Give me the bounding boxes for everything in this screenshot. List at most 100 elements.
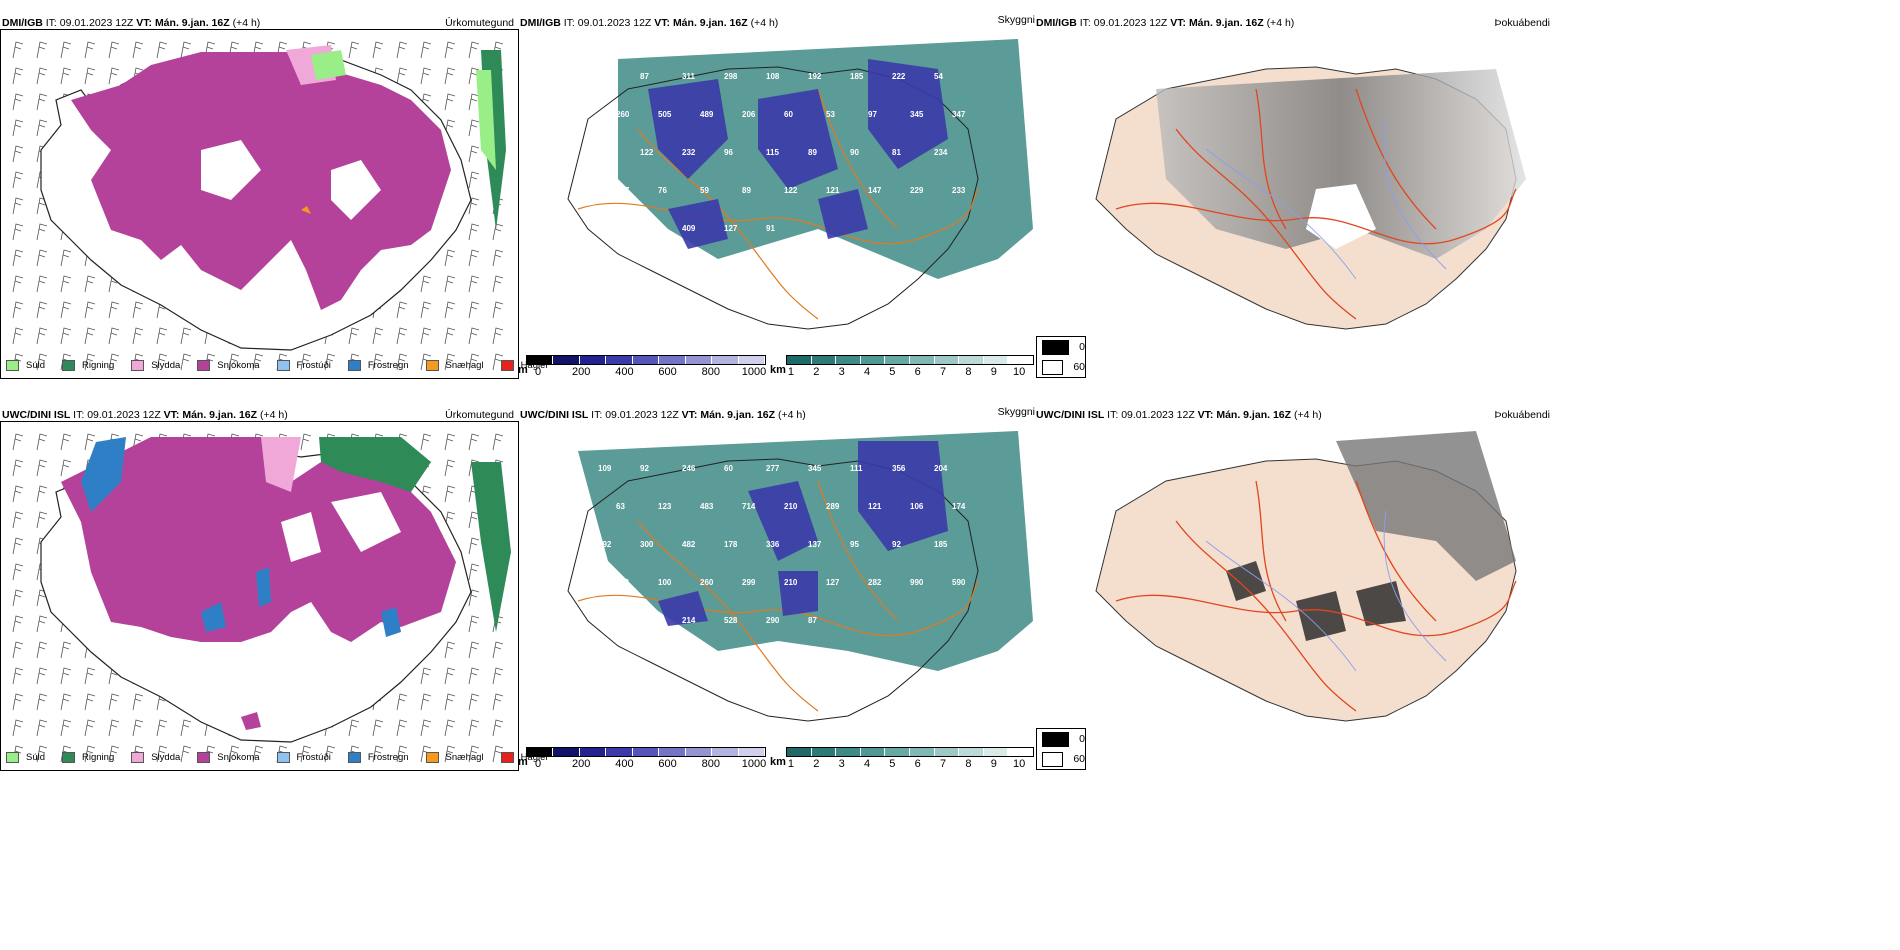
panel-subtitle: Þokuábendi bbox=[1494, 409, 1550, 421]
wind-barb bbox=[36, 119, 48, 137]
wind-barb bbox=[12, 485, 24, 503]
vt-label: VT: bbox=[654, 17, 671, 29]
wind-barb bbox=[468, 511, 480, 529]
wind-barb bbox=[468, 197, 480, 215]
visibility-label: 54 bbox=[934, 72, 943, 81]
wind-barb bbox=[156, 353, 168, 371]
wind-barb bbox=[36, 41, 48, 59]
legend-swatch bbox=[62, 752, 76, 763]
wind-barb bbox=[36, 327, 48, 345]
wind-barb bbox=[468, 93, 480, 111]
wind-barb bbox=[444, 667, 456, 685]
wind-barb bbox=[108, 745, 120, 763]
colorbar-cell bbox=[787, 356, 812, 364]
wind-barb bbox=[468, 641, 480, 659]
fog-map bbox=[1056, 421, 1556, 746]
colorbar-ticks: 1 2 3 4 5 6 7 8 9 10 bbox=[786, 365, 1034, 379]
wind-barb bbox=[156, 745, 168, 763]
wind-barb bbox=[420, 301, 432, 319]
wind-barb bbox=[492, 223, 504, 241]
colorbar-cell bbox=[527, 748, 554, 756]
wind-barb bbox=[132, 301, 144, 319]
wind-barb bbox=[420, 719, 432, 737]
cloud-panel-bottom: UWC/DINI ISL IT: 09.01.2023 12Z VT: Mán.… bbox=[518, 404, 1035, 774]
colorbar-cell bbox=[712, 748, 739, 756]
colorbar-cell bbox=[553, 356, 580, 364]
colorbar-tick-label: 5 bbox=[889, 758, 896, 770]
wind-barb bbox=[372, 719, 384, 737]
colorbar-cell bbox=[659, 748, 686, 756]
legend-label: Rigning bbox=[82, 752, 115, 763]
wind-barb bbox=[492, 693, 504, 711]
precip-map-svg bbox=[12, 433, 511, 763]
wind-barb bbox=[36, 615, 48, 633]
wind-barb bbox=[156, 719, 168, 737]
visibility-label: 111 bbox=[850, 464, 863, 473]
colorbar-cell bbox=[685, 748, 713, 756]
colorbar-cell bbox=[934, 356, 960, 364]
cloud-map-svg: 81 87 311 298 108 192 185 222 54 260 505 489 206 60 53… bbox=[567, 39, 1033, 330]
wind-barb bbox=[108, 327, 120, 345]
visibility-label: 106 bbox=[910, 502, 924, 511]
wind-barb bbox=[468, 433, 480, 451]
colorbar-cell bbox=[909, 748, 935, 756]
colorbar-cell bbox=[959, 356, 984, 364]
visibility-label: 137 bbox=[808, 540, 822, 549]
wind-barb bbox=[84, 275, 96, 293]
it-label: IT: bbox=[563, 17, 575, 29]
legend-label: Frostúði bbox=[296, 360, 331, 371]
wind-barb bbox=[12, 537, 24, 555]
panel-header: DMI/IGB IT: 09.01.2023 12Z VT: Mán. 9.ja… bbox=[1036, 17, 1294, 29]
wind-barb bbox=[108, 693, 120, 711]
visibility-label: 174 bbox=[952, 502, 966, 511]
it-label: IT: bbox=[1079, 17, 1091, 29]
init-time: 09.01.2023 12Z bbox=[1093, 17, 1168, 29]
colorbar-cell bbox=[685, 356, 713, 364]
wind-barb bbox=[180, 719, 192, 737]
wind-barb bbox=[132, 719, 144, 737]
wind-barb bbox=[60, 719, 72, 737]
vt-label: VT: bbox=[136, 17, 153, 29]
wind-barb bbox=[468, 171, 480, 189]
wind-barb bbox=[492, 301, 504, 319]
wind-barb bbox=[84, 301, 96, 319]
wind-barb bbox=[12, 327, 24, 345]
colorbar-tick-label: 2 bbox=[813, 366, 820, 378]
roads bbox=[577, 480, 979, 712]
visibility-label: 112 bbox=[616, 578, 629, 587]
visibility-label: 299 bbox=[742, 578, 756, 587]
roads bbox=[1115, 88, 1517, 320]
vt-label: VT: bbox=[163, 409, 180, 421]
wind-barb bbox=[372, 327, 384, 345]
fog-legend-row: 60 bbox=[1037, 357, 1085, 377]
wind-barb bbox=[12, 615, 24, 633]
colorbar-tick-label: 7 bbox=[940, 758, 947, 770]
visibility-label: 290 bbox=[766, 616, 780, 625]
colorbar-tick-label: 1000 bbox=[741, 758, 767, 770]
colorbar-tick-label: 1000 bbox=[741, 366, 767, 378]
precip-legend: Súld Rigning Slydda Snjókoma Frostúði Frostre… bbox=[6, 752, 565, 763]
colorbar-tick-label: 1 bbox=[787, 758, 795, 770]
graupel-spot bbox=[301, 206, 311, 214]
fog-map-svg bbox=[1095, 431, 1517, 722]
colorbar-tick-label: 4 bbox=[863, 366, 871, 378]
wind-barb bbox=[396, 327, 408, 345]
wind-barb bbox=[468, 537, 480, 555]
visibility-label: 147 bbox=[868, 186, 882, 195]
valid-time: Mán. 9.jan. 16Z bbox=[1188, 17, 1264, 29]
precip-map bbox=[0, 421, 519, 771]
wind-barb bbox=[12, 275, 24, 293]
wind-barb bbox=[492, 719, 504, 737]
wind-barb bbox=[228, 353, 240, 371]
wind-barb bbox=[60, 433, 72, 451]
valid-time: Mán. 9.jan. 16Z bbox=[672, 17, 748, 29]
panel-header: UWC/DINI ISL IT: 09.01.2023 12Z VT: Mán.… bbox=[1036, 409, 1322, 421]
visibility-label: 76 bbox=[658, 186, 667, 195]
wind-barb bbox=[108, 67, 120, 85]
wind-barb bbox=[468, 301, 480, 319]
wind-barb bbox=[36, 719, 48, 737]
valid-time: Mán. 9.jan. 16Z bbox=[154, 17, 230, 29]
visibility-label: 158 bbox=[598, 224, 612, 233]
legend-label: Haglél bbox=[520, 360, 548, 371]
legend-swatch bbox=[197, 360, 211, 371]
